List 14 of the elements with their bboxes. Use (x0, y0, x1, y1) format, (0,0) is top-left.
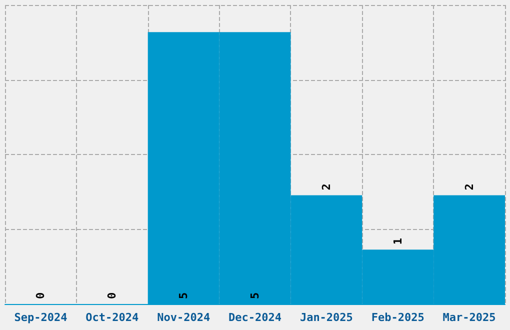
x-tick-label: Feb-2025 (371, 311, 424, 324)
x-tick-label: Oct-2024 (86, 311, 140, 324)
data-label: 0 (106, 292, 119, 299)
x-tick-label: Dec-2024 (228, 311, 282, 324)
x-tick-label: Sep-2024 (14, 311, 68, 324)
x-tick-label: Jan-2025 (300, 311, 353, 324)
x-tick-label: Nov-2024 (157, 311, 210, 324)
data-label: 2 (462, 184, 476, 190)
data-label: 0 (34, 292, 48, 299)
data-label: 2 (320, 184, 333, 190)
data-label: 5 (248, 292, 262, 299)
data-label: 5 (177, 292, 190, 299)
x-tick-label: Mar-2025 (442, 311, 496, 324)
data-label: 1 (391, 238, 404, 245)
